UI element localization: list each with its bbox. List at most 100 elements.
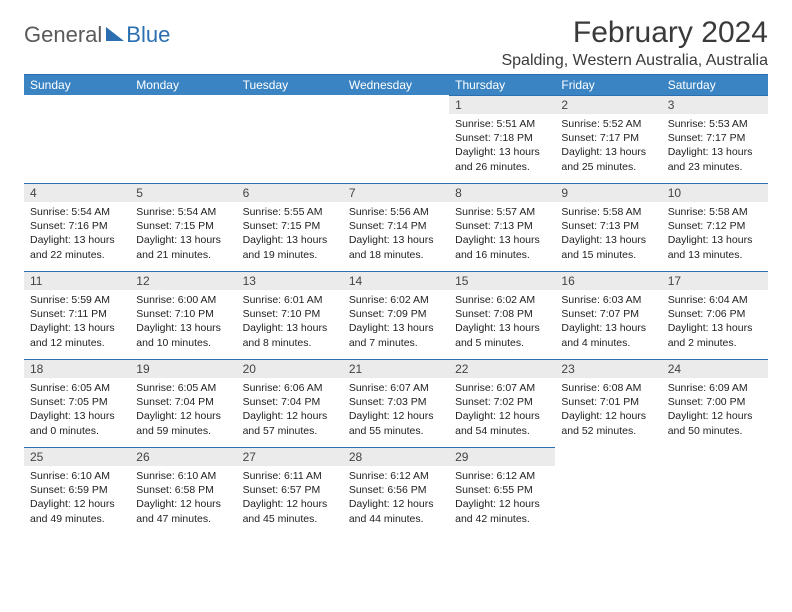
weekday-sunday: Sunday bbox=[24, 75, 130, 95]
day-number: 22 bbox=[449, 359, 555, 378]
day-details: Sunrise: 6:10 AMSunset: 6:58 PMDaylight:… bbox=[130, 466, 236, 529]
day-details: Sunrise: 6:01 AMSunset: 7:10 PMDaylight:… bbox=[237, 290, 343, 353]
calendar-page: General Blue February 2024 Spalding, Wes… bbox=[0, 0, 792, 551]
day-details: Sunrise: 5:54 AMSunset: 7:15 PMDaylight:… bbox=[130, 202, 236, 265]
title-block: February 2024 Spalding, Western Australi… bbox=[501, 16, 768, 70]
day-number: 6 bbox=[237, 183, 343, 202]
day-details: Sunrise: 5:55 AMSunset: 7:15 PMDaylight:… bbox=[237, 202, 343, 265]
day-number: 8 bbox=[449, 183, 555, 202]
calendar-day-cell bbox=[555, 447, 661, 535]
day-details: Sunrise: 6:12 AMSunset: 6:56 PMDaylight:… bbox=[343, 466, 449, 529]
day-details: Sunrise: 5:58 AMSunset: 7:12 PMDaylight:… bbox=[662, 202, 768, 265]
calendar-day-cell: 15Sunrise: 6:02 AMSunset: 7:08 PMDayligh… bbox=[449, 271, 555, 359]
logo: General Blue bbox=[24, 16, 170, 48]
day-number: 16 bbox=[555, 271, 661, 290]
day-details: Sunrise: 6:07 AMSunset: 7:03 PMDaylight:… bbox=[343, 378, 449, 441]
calendar-day-cell bbox=[130, 95, 236, 183]
day-number: 24 bbox=[662, 359, 768, 378]
calendar-day-cell: 20Sunrise: 6:06 AMSunset: 7:04 PMDayligh… bbox=[237, 359, 343, 447]
calendar-day-cell: 12Sunrise: 6:00 AMSunset: 7:10 PMDayligh… bbox=[130, 271, 236, 359]
day-details: Sunrise: 6:05 AMSunset: 7:04 PMDaylight:… bbox=[130, 378, 236, 441]
day-details: Sunrise: 5:53 AMSunset: 7:17 PMDaylight:… bbox=[662, 114, 768, 177]
calendar-day-cell: 2Sunrise: 5:52 AMSunset: 7:17 PMDaylight… bbox=[555, 95, 661, 183]
day-number: 14 bbox=[343, 271, 449, 290]
calendar-day-cell: 18Sunrise: 6:05 AMSunset: 7:05 PMDayligh… bbox=[24, 359, 130, 447]
day-number: 13 bbox=[237, 271, 343, 290]
calendar-day-cell bbox=[662, 447, 768, 535]
day-details: Sunrise: 5:57 AMSunset: 7:13 PMDaylight:… bbox=[449, 202, 555, 265]
calendar-week-row: 11Sunrise: 5:59 AMSunset: 7:11 PMDayligh… bbox=[24, 271, 768, 359]
day-details: Sunrise: 6:00 AMSunset: 7:10 PMDaylight:… bbox=[130, 290, 236, 353]
calendar-day-cell: 27Sunrise: 6:11 AMSunset: 6:57 PMDayligh… bbox=[237, 447, 343, 535]
calendar-day-cell: 7Sunrise: 5:56 AMSunset: 7:14 PMDaylight… bbox=[343, 183, 449, 271]
weekday-wednesday: Wednesday bbox=[343, 75, 449, 95]
calendar-day-cell: 11Sunrise: 5:59 AMSunset: 7:11 PMDayligh… bbox=[24, 271, 130, 359]
day-details: Sunrise: 6:06 AMSunset: 7:04 PMDaylight:… bbox=[237, 378, 343, 441]
calendar-day-cell: 17Sunrise: 6:04 AMSunset: 7:06 PMDayligh… bbox=[662, 271, 768, 359]
weekday-friday: Friday bbox=[555, 75, 661, 95]
day-number: 21 bbox=[343, 359, 449, 378]
day-details: Sunrise: 5:56 AMSunset: 7:14 PMDaylight:… bbox=[343, 202, 449, 265]
day-details: Sunrise: 6:09 AMSunset: 7:00 PMDaylight:… bbox=[662, 378, 768, 441]
calendar-day-cell: 19Sunrise: 6:05 AMSunset: 7:04 PMDayligh… bbox=[130, 359, 236, 447]
day-number: 9 bbox=[555, 183, 661, 202]
day-number: 19 bbox=[130, 359, 236, 378]
calendar-day-cell: 1Sunrise: 5:51 AMSunset: 7:18 PMDaylight… bbox=[449, 95, 555, 183]
day-details: Sunrise: 6:03 AMSunset: 7:07 PMDaylight:… bbox=[555, 290, 661, 353]
day-details: Sunrise: 6:02 AMSunset: 7:08 PMDaylight:… bbox=[449, 290, 555, 353]
weekday-saturday: Saturday bbox=[662, 75, 768, 95]
day-number: 18 bbox=[24, 359, 130, 378]
day-number: 23 bbox=[555, 359, 661, 378]
calendar-table: Sunday Monday Tuesday Wednesday Thursday… bbox=[24, 75, 768, 535]
calendar-week-row: 18Sunrise: 6:05 AMSunset: 7:05 PMDayligh… bbox=[24, 359, 768, 447]
day-details: Sunrise: 6:04 AMSunset: 7:06 PMDaylight:… bbox=[662, 290, 768, 353]
calendar-day-cell: 21Sunrise: 6:07 AMSunset: 7:03 PMDayligh… bbox=[343, 359, 449, 447]
calendar-day-cell: 9Sunrise: 5:58 AMSunset: 7:13 PMDaylight… bbox=[555, 183, 661, 271]
calendar-day-cell: 28Sunrise: 6:12 AMSunset: 6:56 PMDayligh… bbox=[343, 447, 449, 535]
day-details: Sunrise: 5:51 AMSunset: 7:18 PMDaylight:… bbox=[449, 114, 555, 177]
calendar-day-cell: 23Sunrise: 6:08 AMSunset: 7:01 PMDayligh… bbox=[555, 359, 661, 447]
calendar-day-cell: 8Sunrise: 5:57 AMSunset: 7:13 PMDaylight… bbox=[449, 183, 555, 271]
weekday-header-row: Sunday Monday Tuesday Wednesday Thursday… bbox=[24, 75, 768, 95]
day-number: 7 bbox=[343, 183, 449, 202]
day-number: 27 bbox=[237, 447, 343, 466]
calendar-day-cell: 22Sunrise: 6:07 AMSunset: 7:02 PMDayligh… bbox=[449, 359, 555, 447]
day-details: Sunrise: 5:58 AMSunset: 7:13 PMDaylight:… bbox=[555, 202, 661, 265]
day-number: 2 bbox=[555, 95, 661, 114]
calendar-day-cell bbox=[24, 95, 130, 183]
day-details: Sunrise: 5:52 AMSunset: 7:17 PMDaylight:… bbox=[555, 114, 661, 177]
calendar-day-cell: 16Sunrise: 6:03 AMSunset: 7:07 PMDayligh… bbox=[555, 271, 661, 359]
logo-sail-icon bbox=[106, 27, 124, 41]
day-number: 25 bbox=[24, 447, 130, 466]
day-number: 12 bbox=[130, 271, 236, 290]
day-details: Sunrise: 6:05 AMSunset: 7:05 PMDaylight:… bbox=[24, 378, 130, 441]
day-number: 3 bbox=[662, 95, 768, 114]
day-details: Sunrise: 6:10 AMSunset: 6:59 PMDaylight:… bbox=[24, 466, 130, 529]
day-details: Sunrise: 6:02 AMSunset: 7:09 PMDaylight:… bbox=[343, 290, 449, 353]
weekday-monday: Monday bbox=[130, 75, 236, 95]
day-number: 20 bbox=[237, 359, 343, 378]
calendar-day-cell bbox=[343, 95, 449, 183]
calendar-week-row: 4Sunrise: 5:54 AMSunset: 7:16 PMDaylight… bbox=[24, 183, 768, 271]
day-details: Sunrise: 6:08 AMSunset: 7:01 PMDaylight:… bbox=[555, 378, 661, 441]
calendar-day-cell: 6Sunrise: 5:55 AMSunset: 7:15 PMDaylight… bbox=[237, 183, 343, 271]
calendar-day-cell: 24Sunrise: 6:09 AMSunset: 7:00 PMDayligh… bbox=[662, 359, 768, 447]
day-number: 28 bbox=[343, 447, 449, 466]
day-number: 11 bbox=[24, 271, 130, 290]
day-number: 26 bbox=[130, 447, 236, 466]
calendar-week-row: 1Sunrise: 5:51 AMSunset: 7:18 PMDaylight… bbox=[24, 95, 768, 183]
day-details: Sunrise: 5:59 AMSunset: 7:11 PMDaylight:… bbox=[24, 290, 130, 353]
day-number: 10 bbox=[662, 183, 768, 202]
day-number: 29 bbox=[449, 447, 555, 466]
day-details: Sunrise: 6:12 AMSunset: 6:55 PMDaylight:… bbox=[449, 466, 555, 529]
month-title: February 2024 bbox=[501, 16, 768, 50]
calendar-day-cell: 25Sunrise: 6:10 AMSunset: 6:59 PMDayligh… bbox=[24, 447, 130, 535]
calendar-day-cell: 4Sunrise: 5:54 AMSunset: 7:16 PMDaylight… bbox=[24, 183, 130, 271]
calendar-day-cell: 26Sunrise: 6:10 AMSunset: 6:58 PMDayligh… bbox=[130, 447, 236, 535]
calendar-day-cell: 29Sunrise: 6:12 AMSunset: 6:55 PMDayligh… bbox=[449, 447, 555, 535]
weekday-thursday: Thursday bbox=[449, 75, 555, 95]
calendar-day-cell: 5Sunrise: 5:54 AMSunset: 7:15 PMDaylight… bbox=[130, 183, 236, 271]
day-number: 1 bbox=[449, 95, 555, 114]
location-text: Spalding, Western Australia, Australia bbox=[501, 52, 768, 70]
day-details: Sunrise: 6:07 AMSunset: 7:02 PMDaylight:… bbox=[449, 378, 555, 441]
